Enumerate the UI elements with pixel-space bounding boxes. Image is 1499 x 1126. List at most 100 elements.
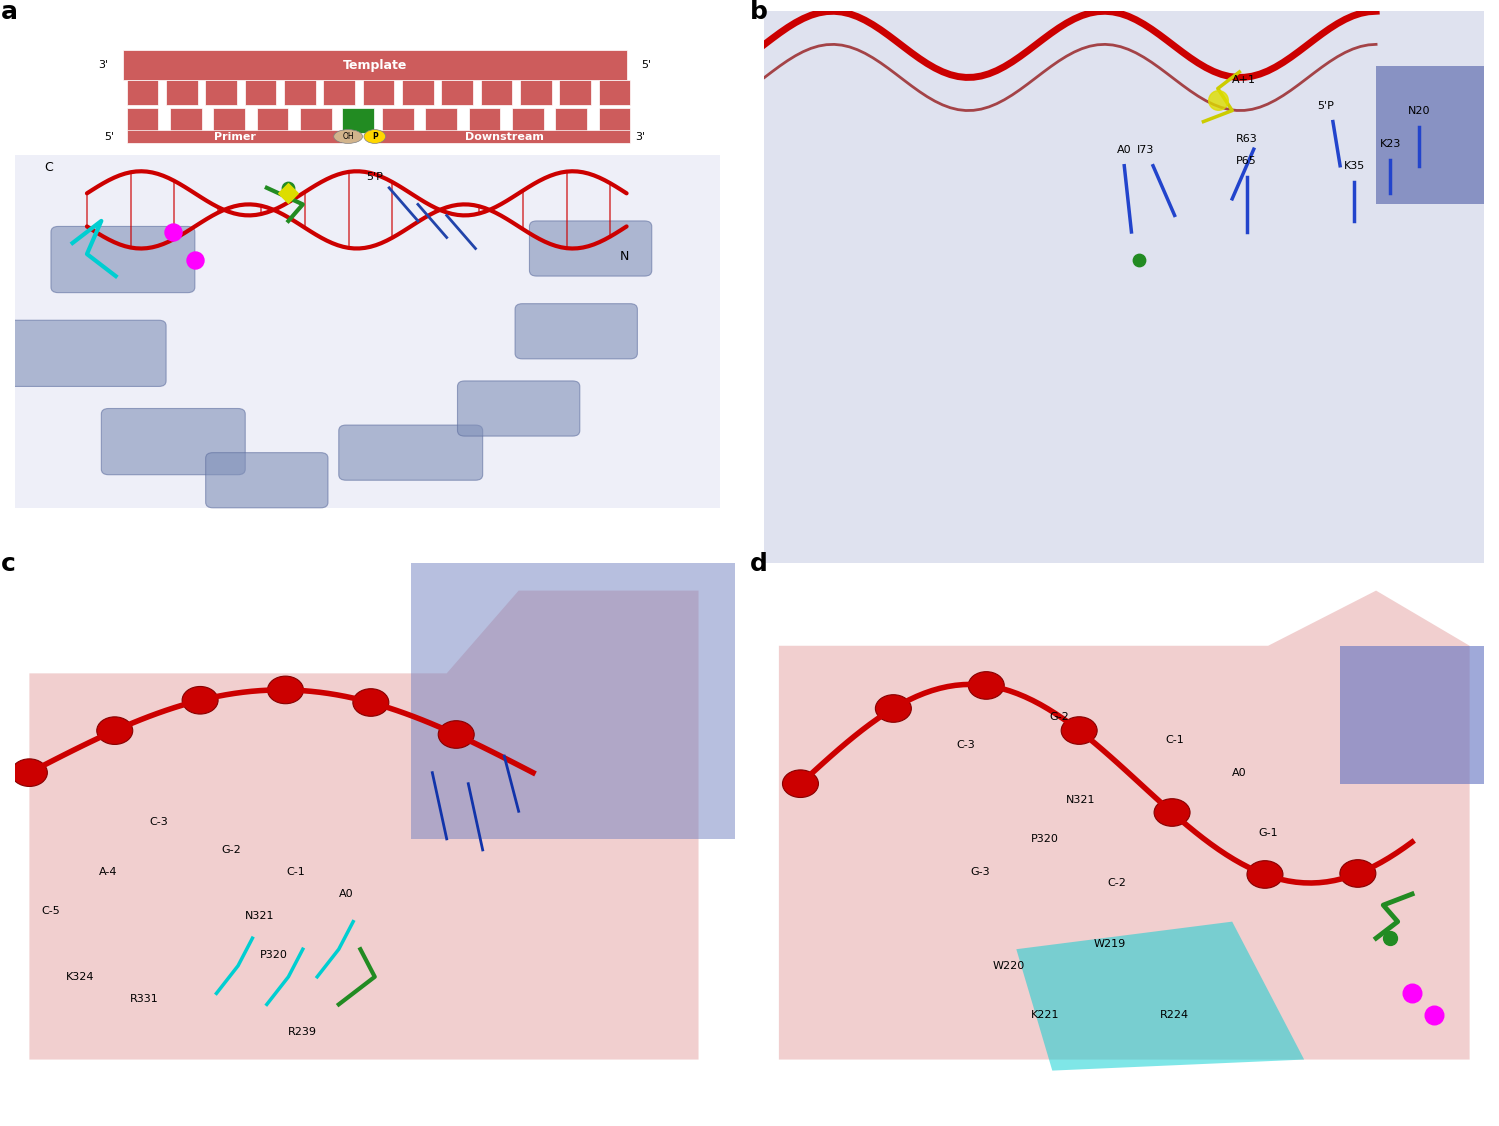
Polygon shape (30, 590, 699, 1060)
Bar (363, 80, 394, 105)
Circle shape (181, 687, 217, 714)
Bar (598, 108, 630, 133)
Bar (324, 80, 355, 105)
Circle shape (968, 672, 1004, 699)
Circle shape (267, 676, 303, 704)
Text: 5': 5' (642, 61, 651, 70)
Text: W219: W219 (1094, 939, 1126, 949)
Text: P320: P320 (1031, 834, 1058, 843)
Text: N321: N321 (1066, 795, 1096, 805)
Bar (402, 80, 433, 105)
Text: 3': 3' (99, 61, 108, 70)
Bar (598, 80, 630, 105)
Polygon shape (1340, 646, 1484, 784)
Bar (166, 80, 198, 105)
Text: C-3: C-3 (150, 817, 168, 828)
Text: K23: K23 (1379, 140, 1402, 149)
Ellipse shape (364, 129, 385, 143)
Text: C-1: C-1 (1165, 734, 1184, 744)
Text: K35: K35 (1345, 161, 1366, 171)
Circle shape (782, 770, 818, 797)
Text: d: d (750, 552, 767, 577)
Text: G-3: G-3 (970, 867, 991, 877)
Point (162, 223, 186, 241)
Text: C-3: C-3 (956, 740, 976, 750)
Point (1205, 90, 1229, 108)
Text: Downstream: Downstream (465, 132, 544, 142)
Text: P320: P320 (261, 949, 288, 959)
Bar (555, 108, 588, 133)
Point (1127, 250, 1151, 268)
Bar (426, 108, 457, 133)
Text: OH: OH (342, 132, 354, 141)
Polygon shape (764, 11, 1484, 563)
Text: 3': 3' (636, 132, 646, 142)
FancyBboxPatch shape (51, 226, 195, 293)
Text: R224: R224 (1160, 1010, 1189, 1020)
Text: R239: R239 (288, 1027, 318, 1037)
Text: A0: A0 (339, 890, 354, 899)
Circle shape (1340, 859, 1376, 887)
Text: C-2: C-2 (1108, 878, 1126, 888)
Circle shape (97, 717, 133, 744)
Text: a: a (0, 0, 18, 25)
Bar (520, 80, 552, 105)
Bar (123, 50, 627, 80)
Bar (481, 80, 513, 105)
Bar (342, 108, 375, 133)
Circle shape (12, 759, 48, 786)
Circle shape (438, 721, 474, 749)
Circle shape (875, 695, 911, 722)
Text: C-1: C-1 (286, 867, 304, 877)
Text: N321: N321 (244, 911, 274, 921)
Text: 5'P: 5'P (1318, 100, 1334, 110)
Text: 5': 5' (103, 132, 114, 142)
Text: K221: K221 (1031, 1010, 1060, 1020)
Circle shape (1154, 798, 1190, 826)
Text: W220: W220 (992, 960, 1025, 971)
Bar (300, 108, 331, 133)
FancyBboxPatch shape (516, 304, 637, 359)
Point (276, 179, 300, 197)
Polygon shape (779, 590, 1469, 1060)
Bar (378, 131, 630, 143)
Text: A-4: A-4 (99, 867, 118, 877)
Bar (169, 108, 201, 133)
Text: I73: I73 (1138, 145, 1154, 154)
Text: K324: K324 (66, 972, 94, 982)
Circle shape (1247, 860, 1283, 888)
Bar (126, 80, 159, 105)
Text: R63: R63 (1235, 134, 1258, 144)
Bar (213, 108, 244, 133)
Point (1421, 1007, 1445, 1025)
Text: P: P (372, 132, 378, 141)
Point (276, 185, 300, 203)
Text: Template: Template (343, 59, 406, 72)
Text: c: c (0, 552, 15, 577)
Text: C-5: C-5 (42, 905, 60, 915)
Text: Primer: Primer (213, 132, 255, 142)
Text: A+1: A+1 (1232, 75, 1256, 84)
Text: b: b (750, 0, 767, 25)
Circle shape (1061, 717, 1097, 744)
FancyBboxPatch shape (102, 409, 246, 475)
FancyBboxPatch shape (339, 426, 483, 480)
Ellipse shape (334, 129, 363, 143)
Bar (244, 80, 276, 105)
Point (1379, 929, 1403, 947)
Polygon shape (1016, 921, 1304, 1071)
Text: N20: N20 (1408, 106, 1430, 116)
Text: C: C (43, 161, 52, 175)
Text: N: N (619, 250, 628, 262)
Text: 5'P: 5'P (366, 172, 384, 181)
FancyBboxPatch shape (457, 381, 580, 436)
Text: A0: A0 (1117, 145, 1132, 154)
Bar (559, 80, 591, 105)
Text: R331: R331 (130, 994, 159, 1004)
Point (183, 250, 207, 268)
Bar (126, 131, 342, 143)
Bar (126, 108, 159, 133)
Polygon shape (15, 154, 720, 508)
Bar (441, 80, 472, 105)
Bar (511, 108, 544, 133)
